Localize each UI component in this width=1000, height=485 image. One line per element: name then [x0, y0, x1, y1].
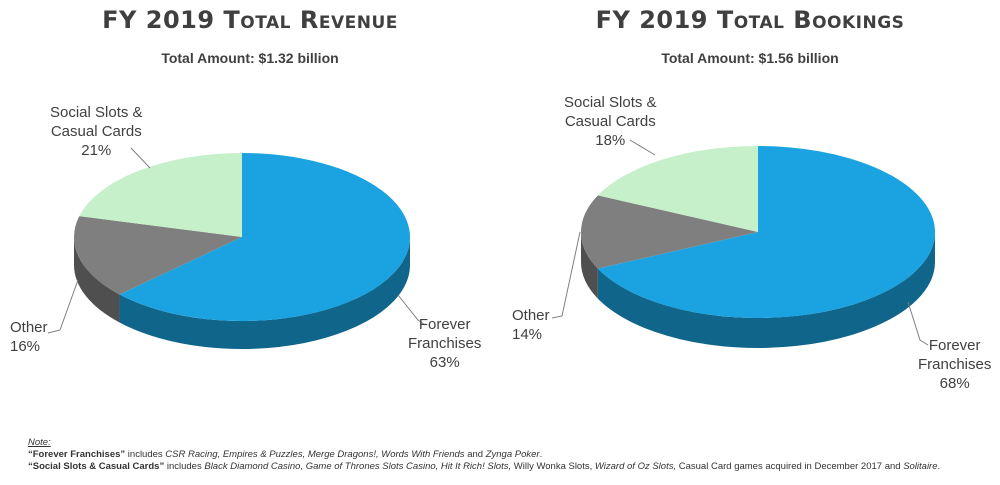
- pie-slice: [597, 146, 758, 232]
- label-other-pct: 16%: [10, 338, 41, 355]
- pie-side-wall: [119, 237, 411, 349]
- pie-side-wall: [597, 232, 935, 348]
- note-games: Zynga Poker: [485, 449, 540, 460]
- leader-line: [130, 147, 151, 169]
- bookings-pie: [551, 139, 935, 348]
- label-other-line1: Other: [10, 319, 48, 336]
- label-other: Other 14%: [512, 306, 550, 344]
- bookings-chart: FY 2019 Total Bookings Total Amount: $1.…: [500, 0, 1000, 430]
- label-other: Other 16%: [10, 318, 48, 356]
- note-games: CSR Racing, Empires & Puzzles, Merge Dra…: [165, 449, 465, 460]
- pie-slice: [73, 216, 242, 295]
- note-text: includes: [125, 449, 166, 460]
- label-forever: Forever Franchises 63%: [408, 315, 481, 372]
- note-heading: Note:: [28, 437, 51, 448]
- revenue-pie: [47, 147, 426, 349]
- label-social-line2: Casual Cards: [50, 123, 142, 140]
- note-line-social: “Social Slots & Casual Cards” includes B…: [28, 461, 988, 473]
- revenue-chart: FY 2019 Total Revenue Total Amount: $1.3…: [0, 0, 500, 430]
- chart-subtitle: Total Amount: $1.32 billion: [161, 50, 339, 66]
- note-text: Casual Card games acquired in December 2…: [676, 461, 904, 472]
- label-forever-line1: Forever: [928, 337, 981, 354]
- leader-line: [629, 139, 656, 156]
- label-other-line1: Other: [512, 307, 550, 324]
- label-forever-pct: 68%: [939, 375, 970, 392]
- pie-slice: [581, 195, 758, 269]
- label-forever-pct: 63%: [429, 354, 460, 371]
- label-social: Social Slots & Casual Cards 18%: [564, 93, 657, 150]
- note-text: includes: [164, 461, 205, 472]
- pie-slice: [597, 146, 935, 318]
- label-social-line1: Social Slots &: [50, 104, 143, 121]
- label-social-pct: 21%: [81, 142, 112, 159]
- label-social: Social Slots & Casual Cards 21%: [50, 103, 143, 160]
- label-forever-line1: Forever: [418, 316, 471, 333]
- note-text: .: [937, 461, 941, 472]
- label-forever-line2: Franchises: [918, 356, 992, 373]
- label-forever: Forever Franchises 68%: [918, 336, 991, 393]
- pie-slice: [79, 153, 242, 237]
- pie-side-wall: [581, 232, 598, 299]
- note-text: Willy Wonka Slots,: [511, 461, 595, 472]
- note-games: Wizard of Oz Slots,: [594, 461, 677, 472]
- note-text: .: [539, 449, 543, 460]
- note-text: and: [464, 449, 486, 460]
- chart-title: FY 2019 Total Bookings: [595, 6, 905, 34]
- chart-title: FY 2019 Total Revenue: [102, 6, 398, 34]
- note-games: Black Diamond Casino, Game of Thrones Sl…: [204, 461, 512, 472]
- label-social-pct: 18%: [595, 132, 626, 149]
- leader-line: [907, 301, 929, 346]
- note-term: “Social Slots & Casual Cards”: [28, 461, 165, 472]
- pie-side-wall: [74, 237, 120, 323]
- label-other-pct: 14%: [512, 326, 543, 343]
- note-games: Solitaire: [903, 461, 938, 472]
- label-social-line1: Social Slots &: [564, 94, 657, 111]
- footnotes: Note: “Forever Franchises” includes CSR …: [28, 437, 988, 473]
- pie-slice: [119, 153, 411, 321]
- note-line-forever: “Forever Franchises” includes CSR Racing…: [28, 449, 988, 461]
- leader-line: [47, 279, 79, 334]
- note-term: “Forever Franchises”: [28, 449, 126, 460]
- chart-subtitle: Total Amount: $1.56 billion: [661, 50, 839, 66]
- label-social-line2: Casual Cards: [564, 113, 656, 130]
- leader-line: [397, 294, 426, 326]
- leader-line: [551, 231, 581, 319]
- label-forever-line2: Franchises: [408, 335, 482, 352]
